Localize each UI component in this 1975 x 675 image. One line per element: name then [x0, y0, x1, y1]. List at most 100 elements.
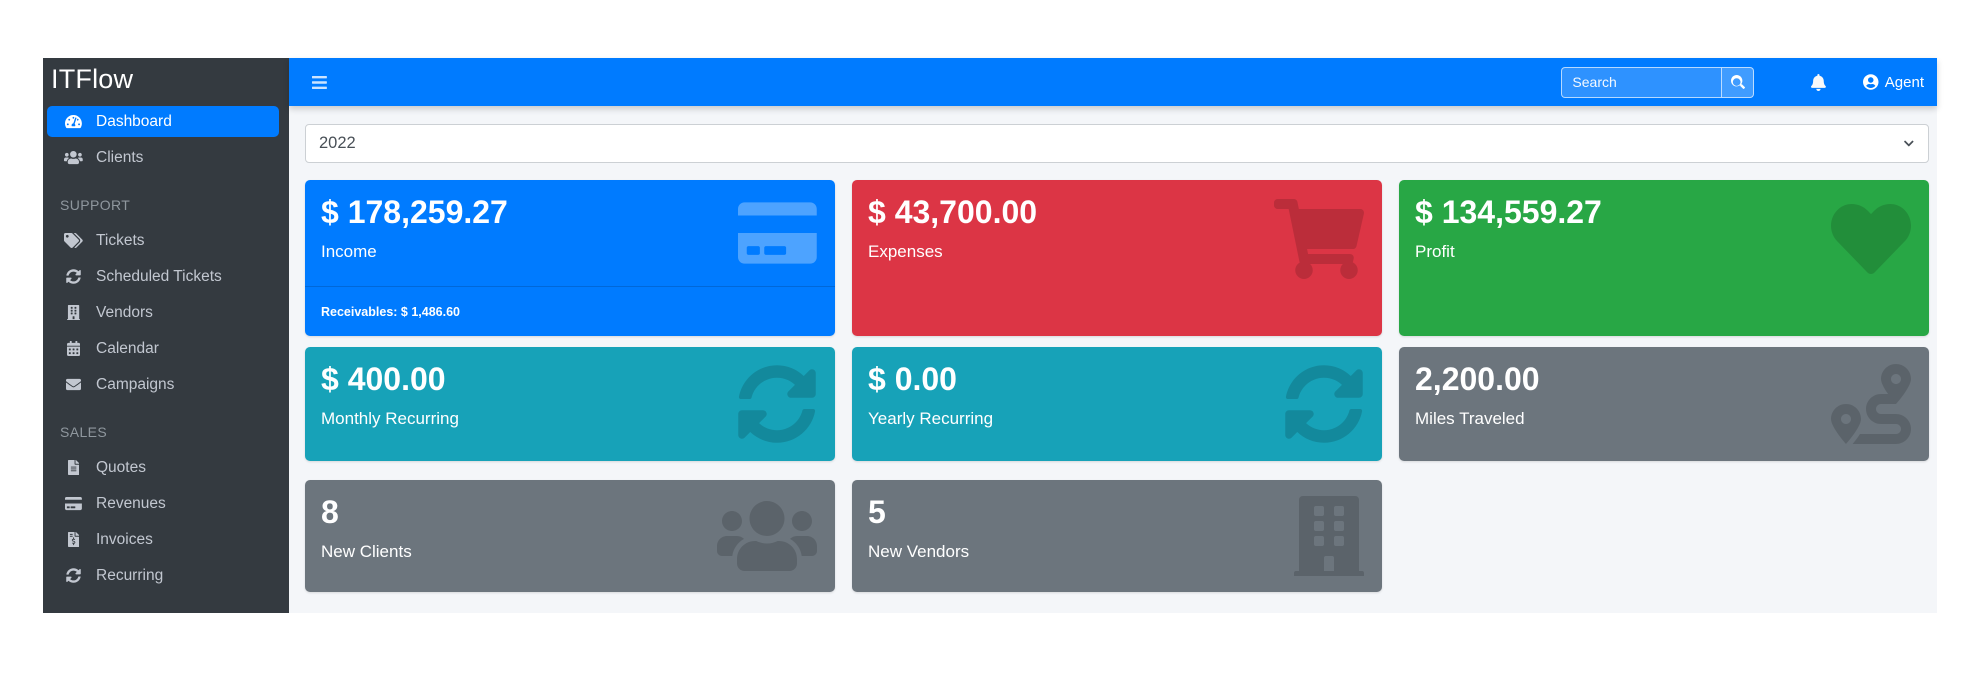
- stat-value: $ 0.00: [868, 361, 957, 397]
- stat-value: $ 134,559.27: [1415, 194, 1602, 230]
- sidebar-section-support: SUPPORT: [60, 197, 131, 213]
- navbar-right: Agent: [1561, 66, 1924, 98]
- card-row-1: $ 178,259.27 Income Receivables: $ 1,486…: [305, 180, 1929, 336]
- stat-label: New Vendors: [868, 541, 970, 561]
- card-body: 2,200.00 Miles Traveled: [1399, 347, 1929, 461]
- heart-icon: [1831, 199, 1911, 279]
- credit-card-icon: [62, 496, 85, 512]
- search-input[interactable]: [1561, 66, 1722, 98]
- card-body: $ 134,559.27 Profit: [1399, 180, 1929, 297]
- stat-card-profit: $ 134,559.27 Profit: [1399, 180, 1929, 336]
- sync-icon: [737, 364, 817, 444]
- brand-logo[interactable]: ITFlow: [51, 64, 134, 94]
- bell-icon: [1811, 73, 1827, 91]
- search-icon: [1730, 75, 1745, 89]
- stat-card-income: $ 178,259.27 Income Receivables: $ 1,486…: [305, 180, 835, 336]
- stat-value: $ 43,700.00: [868, 194, 1038, 230]
- users-icon: [717, 496, 817, 576]
- envelope-icon: [62, 377, 85, 393]
- sync-icon: [1284, 364, 1364, 444]
- route-icon: [1831, 364, 1911, 444]
- sidebar-item-calendar[interactable]: Calendar: [47, 333, 279, 364]
- search-group: [1561, 66, 1755, 98]
- stat-label: Monthly Recurring: [321, 408, 459, 428]
- card-body: $ 400.00 Monthly Recurring: [305, 347, 835, 461]
- sidebar-item-label: Scheduled Tickets: [96, 267, 222, 285]
- sidebar-item-label: Calendar: [96, 339, 159, 357]
- users-icon: [62, 150, 85, 166]
- sidebar-item-dashboard[interactable]: Dashboard: [47, 106, 279, 137]
- stat-value: $ 178,259.27: [321, 194, 508, 230]
- year-select[interactable]: 2022: [305, 124, 1929, 163]
- card-body: 5 New Vendors: [852, 480, 1382, 592]
- stat-label: Yearly Recurring: [868, 408, 994, 428]
- card-body: $ 43,700.00 Expenses: [852, 180, 1382, 297]
- stat-value: 2,200.00: [1415, 361, 1540, 397]
- search-button[interactable]: [1721, 66, 1755, 98]
- user-label: Agent: [1884, 73, 1924, 91]
- sidebar-item-label: Invoices: [96, 530, 153, 548]
- sidebar-item-quotes[interactable]: Quotes: [47, 452, 279, 483]
- stat-label: New Clients: [321, 541, 412, 561]
- stat-label: Profit: [1415, 241, 1455, 261]
- sidebar-item-label: Vendors: [96, 303, 153, 321]
- app-window: ITFlow Dashboard Clients SUPPORT Tickets…: [43, 58, 1937, 613]
- tags-icon: [62, 233, 85, 249]
- card-body: 8 New Clients: [305, 480, 835, 592]
- stat-value: 8: [321, 494, 339, 530]
- chevron-down-icon: [1904, 138, 1914, 149]
- stat-card-miles-traveled: 2,200.00 Miles Traveled: [1399, 347, 1929, 461]
- stat-value: 5: [868, 494, 886, 530]
- main-panel: Agent 2022 $ 178,259.27 Income Receivabl…: [289, 58, 1937, 613]
- stat-card-expenses: $ 43,700.00 Expenses: [852, 180, 1382, 336]
- stat-label: Income: [321, 241, 377, 261]
- user-circle-icon: [1863, 74, 1879, 90]
- stat-value: $ 400.00: [321, 361, 446, 397]
- menu-toggle-button[interactable]: [312, 74, 327, 91]
- sidebar-item-campaigns[interactable]: Campaigns: [47, 369, 279, 400]
- notifications-button[interactable]: [1811, 73, 1827, 91]
- card-row-3: 8 New Clients 5 New Vendors: [305, 480, 1929, 592]
- stat-card-new-clients: 8 New Clients: [305, 480, 835, 592]
- sidebar-item-clients[interactable]: Clients: [47, 142, 279, 173]
- sidebar-item-invoices[interactable]: Invoices: [47, 524, 279, 555]
- sidebar-item-label: Clients: [96, 148, 144, 166]
- sidebar-item-label: Quotes: [96, 458, 146, 476]
- sidebar-item-label: Tickets: [96, 231, 145, 249]
- top-navbar: Agent: [289, 58, 1937, 106]
- sidebar-item-tickets[interactable]: Tickets: [47, 225, 279, 256]
- sidebar-item-label: Revenues: [96, 494, 166, 512]
- stat-label: Miles Traveled: [1415, 408, 1525, 428]
- credit-card-icon: [738, 198, 817, 268]
- sync-icon: [62, 269, 85, 285]
- sidebar: ITFlow Dashboard Clients SUPPORT Tickets…: [43, 58, 289, 613]
- calendar-icon: [62, 341, 85, 357]
- sync-icon: [62, 568, 85, 584]
- tachometer-icon: [62, 114, 85, 130]
- card-row-2: $ 400.00 Monthly Recurring $ 0.00 Yearly…: [305, 347, 1929, 461]
- card-body: $ 0.00 Yearly Recurring: [852, 347, 1382, 461]
- file-icon: [62, 460, 85, 476]
- card-body: $ 178,259.27 Income: [305, 180, 835, 286]
- shopping-cart-icon: [1274, 198, 1364, 279]
- sidebar-item-vendors[interactable]: Vendors: [47, 297, 279, 328]
- sidebar-item-scheduled-tickets[interactable]: Scheduled Tickets: [47, 261, 279, 292]
- stat-label: Expenses: [868, 241, 943, 261]
- year-select-value: 2022: [319, 134, 356, 152]
- card-footer-receivables: Receivables: $ 1,486.60: [305, 286, 835, 336]
- sidebar-item-label: Recurring: [96, 566, 164, 584]
- sidebar-section-sales: SALES: [60, 424, 108, 440]
- sidebar-item-label: Dashboard: [96, 112, 172, 130]
- user-menu[interactable]: Agent: [1863, 74, 1924, 91]
- stat-card-new-vendors: 5 New Vendors: [852, 480, 1382, 592]
- sidebar-item-label: Campaigns: [96, 375, 175, 393]
- stat-card-monthly-recurring: $ 400.00 Monthly Recurring: [305, 347, 835, 461]
- sidebar-item-revenues[interactable]: Revenues: [47, 488, 279, 519]
- content-area: 2022 $ 178,259.27 Income Receivables: $ …: [289, 106, 1937, 613]
- sidebar-item-recurring[interactable]: Recurring: [47, 560, 279, 591]
- stat-card-yearly-recurring: $ 0.00 Yearly Recurring: [852, 347, 1382, 461]
- building-icon: [1294, 496, 1364, 576]
- sidebar-nav: Dashboard Clients SUPPORT Tickets Schedu…: [47, 106, 279, 591]
- building-icon: [62, 305, 85, 321]
- file-invoice-dollar-icon: [62, 532, 85, 548]
